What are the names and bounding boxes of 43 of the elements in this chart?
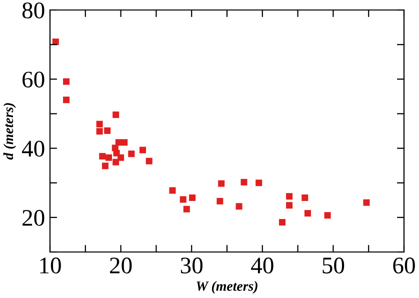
point <box>363 199 370 206</box>
point <box>183 206 190 212</box>
point <box>104 127 111 134</box>
point <box>96 120 103 128</box>
point <box>286 202 293 209</box>
point <box>128 150 135 158</box>
x-tick-label: 20 <box>110 258 132 274</box>
point <box>102 162 108 170</box>
point <box>121 139 128 146</box>
point <box>236 203 242 210</box>
point <box>106 154 112 161</box>
y-tick-label: 20 <box>22 210 44 226</box>
point <box>240 178 248 186</box>
point <box>169 187 176 194</box>
point <box>146 158 152 164</box>
y-tick-label: 80 <box>22 2 44 18</box>
point <box>216 198 224 204</box>
point <box>304 210 311 217</box>
x-tick-label: 30 <box>180 258 203 274</box>
point <box>256 180 262 186</box>
point <box>302 194 308 201</box>
point <box>189 194 196 201</box>
point <box>112 158 120 166</box>
point <box>286 193 293 200</box>
point <box>112 111 120 118</box>
point <box>180 196 186 203</box>
x-tick-label: 40 <box>251 258 274 274</box>
y-axis-title: d (meters) <box>3 103 16 160</box>
point <box>118 154 124 161</box>
point <box>278 219 286 226</box>
y-tick-label: 40 <box>22 140 44 157</box>
x-axis-title: W (meters) <box>196 281 258 294</box>
x-tick-label: 10 <box>40 258 61 274</box>
point <box>96 128 103 135</box>
point <box>324 212 331 219</box>
point <box>99 152 106 160</box>
point <box>139 146 146 154</box>
point <box>63 96 70 104</box>
y-tick-label: 60 <box>22 72 44 88</box>
x-tick-label: 60 <box>393 258 415 274</box>
point <box>218 180 225 187</box>
point <box>63 78 70 85</box>
x-tick-label: 50 <box>322 258 344 274</box>
